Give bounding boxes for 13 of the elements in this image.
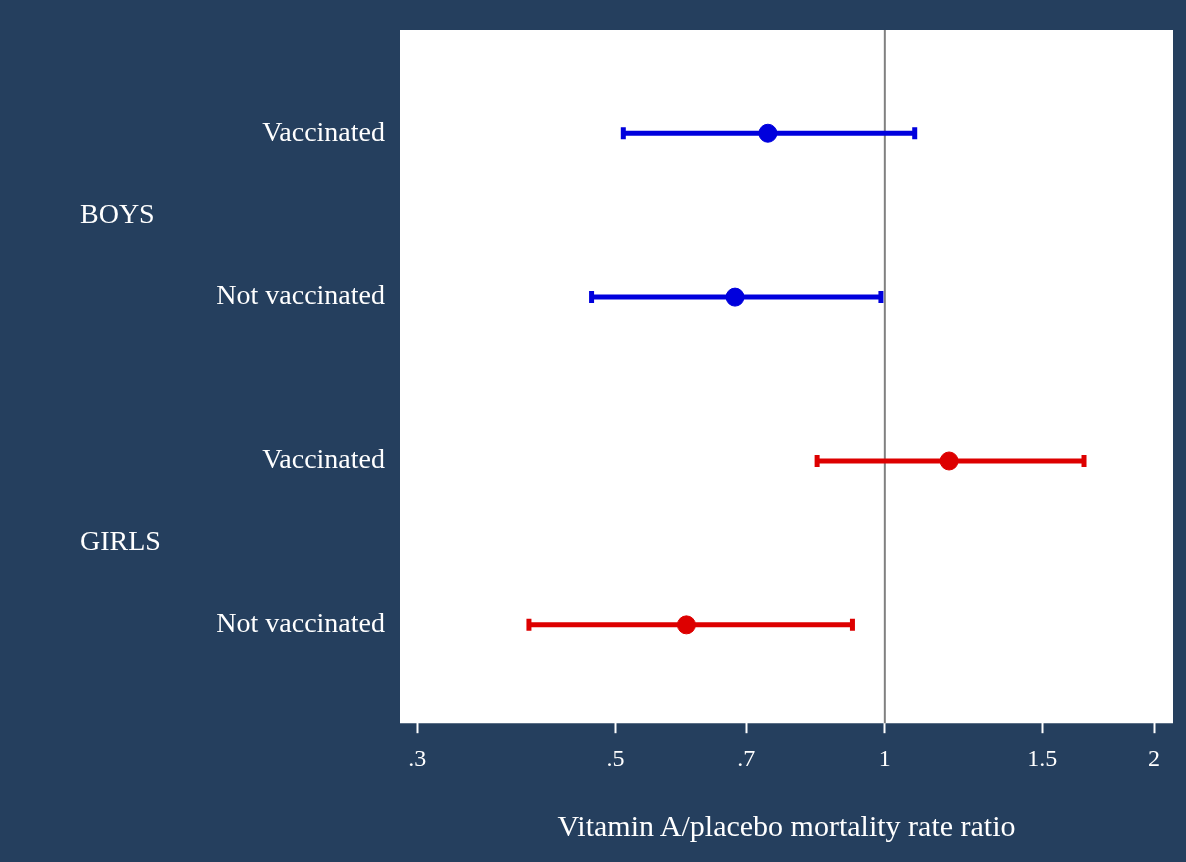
x-tick-label: .7 (737, 744, 756, 771)
text: BOYS (80, 197, 155, 229)
x-axis-title: Vitamin A/placebo mortality rate ratio (557, 808, 1016, 842)
x-tick-label: 1 (878, 744, 891, 771)
y-tick-label: Vaccinated (262, 115, 385, 147)
x-tick-label: .3 (408, 744, 427, 771)
x-tick-label: 2 (1148, 744, 1161, 771)
x-tick-label: 1.5 (1027, 744, 1058, 771)
y-tick-label: Not vaccinated (216, 279, 385, 311)
y-tick-label: Vaccinated (262, 443, 385, 475)
x-tick-label: .5 (606, 744, 625, 771)
y-tick-label: Not vaccinated (216, 607, 385, 639)
text: GIRLS (80, 525, 161, 557)
